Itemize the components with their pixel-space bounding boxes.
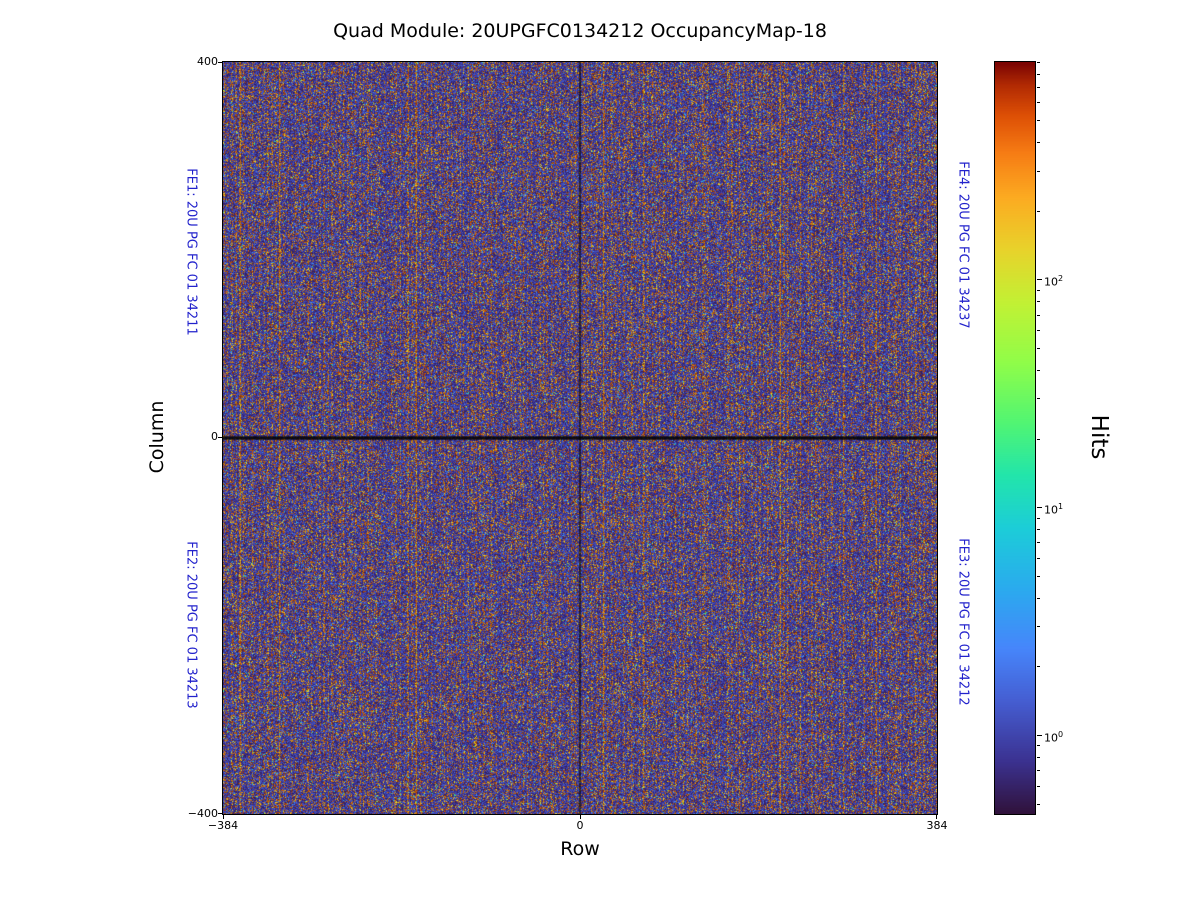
tick-mark — [1037, 315, 1040, 316]
tick-mark — [580, 815, 581, 819]
tick-mark — [218, 813, 222, 814]
tick-mark — [1037, 171, 1040, 172]
colorbar — [994, 61, 1036, 815]
y-axis-label: Column — [146, 400, 168, 474]
colorbar-tick-base: 10 — [1044, 275, 1058, 289]
tick-mark — [1037, 770, 1040, 771]
tick-mark — [1037, 576, 1040, 577]
tick-mark — [1037, 290, 1040, 291]
colorbar-tick-label-1: 100 — [1044, 728, 1063, 745]
fe1-chip-label: FE1: 20U PG FC 01 34211 — [183, 168, 199, 336]
colorbar-tick-exponent: 1 — [1058, 502, 1064, 511]
colorbar-tick-label-100: 102 — [1044, 272, 1063, 289]
fe2-chip-label: FE2: 20U PG FC 01 34213 — [183, 541, 199, 709]
tick-mark — [1037, 757, 1040, 758]
tick-mark — [1037, 398, 1040, 399]
tick-mark — [218, 62, 222, 63]
tick-mark — [936, 815, 937, 819]
tick-mark — [1037, 301, 1040, 302]
chart-title: Quad Module: 20UPGFC0134212 OccupancyMap… — [333, 20, 827, 42]
tick-mark — [1037, 211, 1040, 212]
fe3-chip-label: FE3: 20U PG FC 01 34212 — [955, 538, 971, 706]
colorbar-tick-base: 10 — [1044, 503, 1058, 517]
tick-mark — [1037, 598, 1040, 599]
tick-mark — [1037, 102, 1040, 103]
colorbar-tick-label-10: 101 — [1044, 500, 1063, 517]
tick-mark — [1037, 439, 1040, 440]
tick-mark — [1037, 735, 1042, 736]
tick-mark — [1037, 87, 1040, 88]
x-tick-label-neg384: −384 — [207, 819, 239, 832]
tick-mark — [1037, 558, 1040, 559]
tick-mark — [1037, 279, 1042, 280]
tick-mark — [1037, 507, 1042, 508]
tick-mark — [1037, 330, 1040, 331]
x-tick-label-0: 0 — [576, 819, 584, 832]
tick-mark — [1037, 542, 1040, 543]
y-tick-label-neg400: −400 — [187, 807, 218, 820]
tick-mark — [1037, 370, 1040, 371]
x-tick-label-384: 384 — [926, 819, 948, 832]
y-tick-label-400: 400 — [197, 55, 218, 68]
tick-mark — [223, 815, 224, 819]
colorbar-tick-base: 10 — [1044, 731, 1058, 745]
colorbar-tick-exponent: 2 — [1058, 274, 1064, 283]
tick-mark — [1037, 348, 1040, 349]
tick-mark — [1037, 142, 1040, 143]
tick-mark — [1037, 74, 1040, 75]
tick-mark — [218, 437, 222, 438]
tick-mark — [1037, 745, 1040, 746]
occupancy-heatmap-canvas — [223, 62, 937, 814]
x-axis-label: Row — [560, 838, 600, 860]
colorbar-axis-label: Hits — [1086, 414, 1112, 460]
tick-mark — [1037, 786, 1040, 787]
fe4-chip-label: FE4: 20U PG FC 01 34237 — [955, 161, 971, 329]
tick-mark — [1037, 518, 1040, 519]
tick-mark — [1037, 120, 1040, 121]
tick-mark — [1037, 62, 1040, 63]
y-tick-label-0: 0 — [211, 430, 218, 443]
tick-mark — [1037, 529, 1040, 530]
heatmap-plot-area — [222, 61, 938, 815]
colorbar-tick-exponent: 0 — [1058, 730, 1064, 739]
tick-mark — [1037, 804, 1040, 805]
tick-mark — [1037, 626, 1040, 627]
tick-mark — [1037, 666, 1040, 667]
colorbar-gradient-canvas — [995, 62, 1035, 814]
